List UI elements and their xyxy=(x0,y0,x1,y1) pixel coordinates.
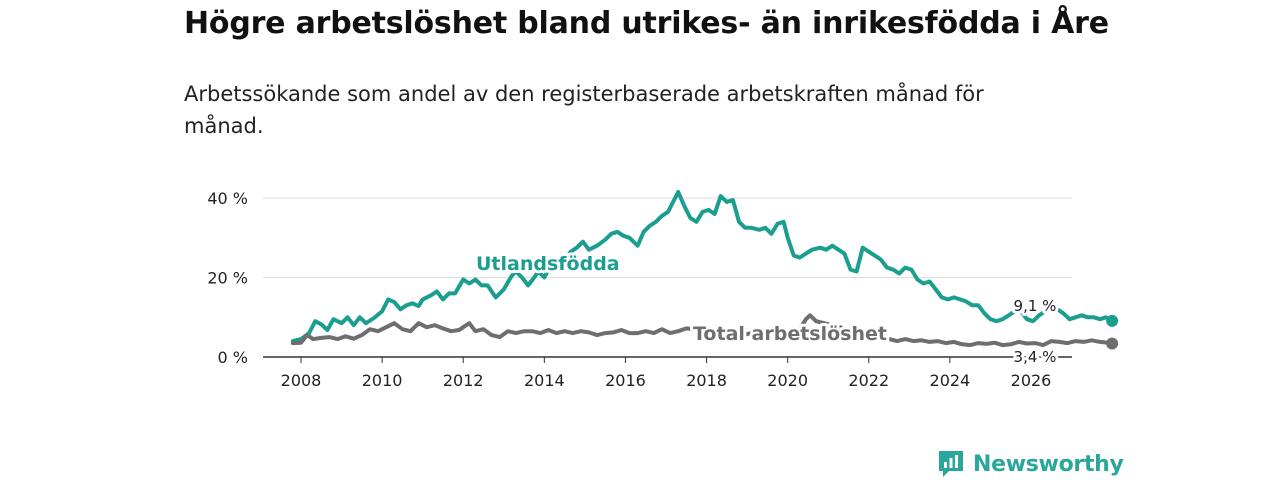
end-label-total: 3,4 % xyxy=(1014,348,1057,366)
y-tick-label: 0 % xyxy=(218,348,248,367)
x-tick-label: 2018 xyxy=(686,371,727,390)
x-tick-label: 2008 xyxy=(281,371,322,390)
y-tick-label: 40 % xyxy=(207,189,248,208)
end-point-utlandsfodda xyxy=(1106,314,1119,327)
x-tick-label: 2026 xyxy=(1011,371,1052,390)
x-tick-label: 2022 xyxy=(848,371,889,390)
newsworthy-brand: Newsworthy xyxy=(937,449,1124,479)
series-label-utlandsfodda: Utlandsfödda xyxy=(476,253,620,275)
x-tick-label: 2020 xyxy=(767,371,808,390)
series-label-total: Total arbetslöshet xyxy=(693,323,887,345)
end-label-utlandsfodda: 9,1 % xyxy=(1014,297,1057,315)
brand-name: Newsworthy xyxy=(973,451,1124,477)
x-tick-label: 2012 xyxy=(443,371,484,390)
x-tick-label: 2014 xyxy=(524,371,565,390)
y-tick-label: 20 % xyxy=(207,269,248,288)
series-line-total xyxy=(290,313,1115,348)
chart-title: Högre arbetslöshet bland utrikes- än inr… xyxy=(184,6,1109,41)
chart-subtitle: Arbetssökande som andel av den registerb… xyxy=(184,82,984,138)
end-point-total xyxy=(1106,337,1119,350)
series-line-utlandsfodda xyxy=(290,190,1115,344)
x-tick-label: 2024 xyxy=(930,371,971,390)
newsworthy-logo-icon xyxy=(939,451,963,477)
x-tick-label: 2010 xyxy=(362,371,403,390)
x-tick-label: 2016 xyxy=(605,371,646,390)
